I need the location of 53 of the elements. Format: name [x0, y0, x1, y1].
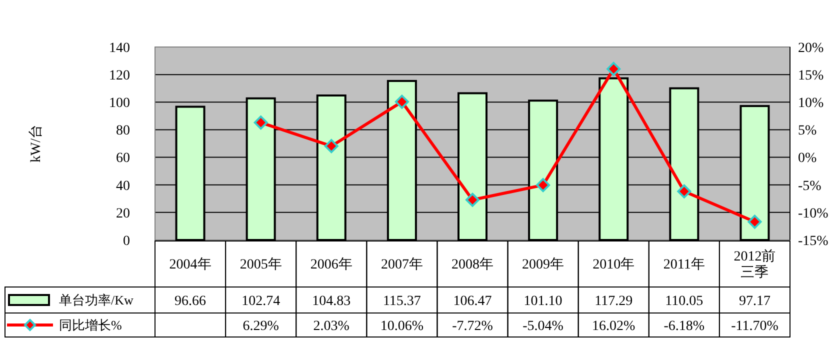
data-label: 104.83: [312, 294, 351, 309]
data-label: 101.10: [524, 294, 562, 309]
x-tick-label: 2006年: [310, 256, 352, 272]
y2-tick-label: 5%: [798, 124, 817, 139]
data-label: 96.66: [174, 294, 206, 309]
y-tick-label: 140: [109, 40, 130, 56]
data-label: 10.06%: [380, 318, 424, 334]
y2-tick-label: 20%: [798, 40, 824, 56]
y-tick-label: 0: [123, 234, 130, 249]
point: [748, 214, 762, 229]
x-tick-label: 2010年: [592, 256, 635, 272]
legend-label: 单台功率/Kw: [59, 292, 134, 308]
point: [324, 139, 338, 154]
y-axis-title: kW/台: [28, 124, 44, 163]
x-tick-label: 2005年: [240, 256, 282, 272]
point: [466, 192, 480, 207]
x-tick-label: 2011年: [663, 256, 705, 272]
point: [254, 116, 268, 130]
y2-tick-label: -5%: [798, 178, 822, 194]
data-label: 102.74: [242, 294, 280, 309]
data-label: 6.29%: [242, 318, 280, 334]
x-tick-label: 2012前三季: [734, 248, 776, 280]
y-tick-label: 120: [109, 68, 130, 84]
point: [536, 178, 550, 192]
data-label: -6.18%: [664, 318, 705, 334]
y-tick-label: 40: [116, 178, 130, 194]
data-label: 115.37: [382, 294, 421, 309]
point: [606, 62, 621, 76]
data-label: 110.05: [665, 294, 704, 309]
data-label: 2.03%: [313, 318, 350, 334]
point: [677, 184, 692, 198]
x-tick-label: 2007年: [380, 256, 423, 272]
x-tick-label: 2008年: [452, 256, 494, 272]
point: [394, 94, 409, 109]
x-tick-label: 2004年: [169, 256, 212, 272]
y-tick-label: 60: [116, 151, 130, 166]
data-label: -7.72%: [452, 318, 494, 334]
y2-tick-label: 0%: [798, 151, 817, 166]
data-label: 106.47: [453, 294, 492, 309]
data-label: -5.04%: [522, 318, 564, 334]
data-label: 97.17: [738, 294, 770, 309]
y-tick-label: 100: [109, 96, 130, 112]
y-tick-label: 20: [116, 206, 130, 222]
data-label: 16.02%: [592, 318, 636, 334]
y2-tick-label: -15%: [798, 234, 829, 249]
y2-tick-label: -10%: [798, 206, 829, 222]
y2-tick-label: 10%: [798, 96, 824, 112]
y2-tick-label: 15%: [798, 68, 824, 84]
data-label: -11.70%: [731, 318, 779, 334]
data-label: 117.29: [594, 294, 633, 309]
x-tick-label: 2009年: [522, 256, 564, 272]
legend-label: 同比增长%: [59, 318, 122, 333]
y-tick-label: 80: [116, 124, 130, 139]
